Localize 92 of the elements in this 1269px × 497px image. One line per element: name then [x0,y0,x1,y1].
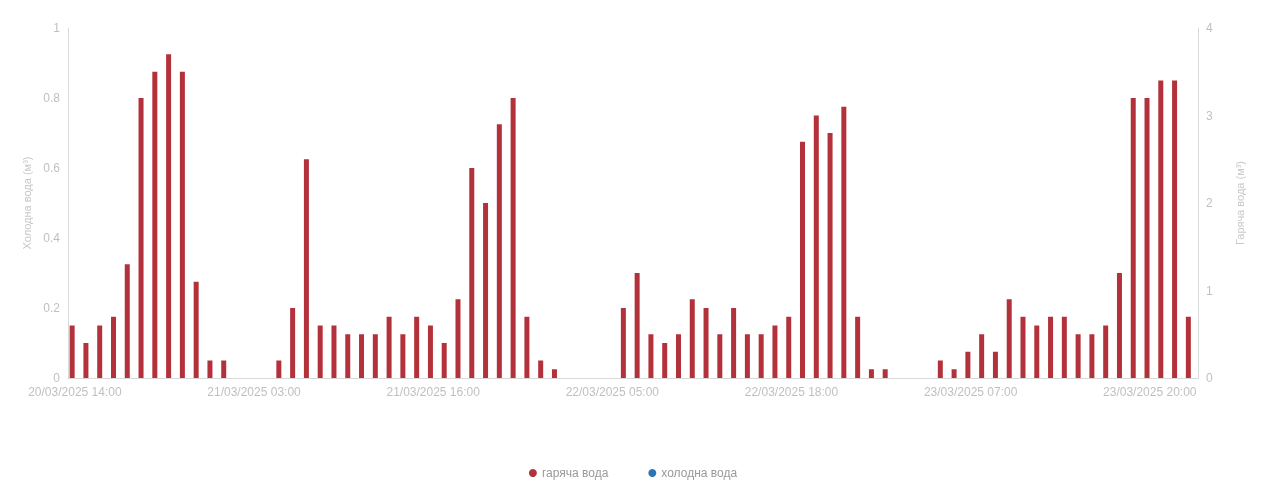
bar [1006,299,1012,378]
bar [290,308,296,378]
bar [166,54,172,378]
bar [855,316,861,378]
bar [951,369,957,378]
bar [510,98,516,378]
bar [744,334,750,378]
bar [1034,325,1040,378]
bar [786,316,792,378]
bar [689,299,695,378]
y2-tick-label: 3 [1206,108,1213,123]
bar [1116,273,1122,378]
bar [992,351,998,378]
bar [1089,334,1095,378]
bar [634,273,640,378]
bar [662,343,668,378]
bar [372,334,378,378]
bar [69,325,75,378]
bar [551,369,557,378]
bar [276,360,282,378]
bar [207,360,213,378]
bar [317,325,323,378]
legend-label: гаряча вода [541,466,609,480]
x-tick-label: 23/03/2025 07:00 [923,385,1018,399]
bar [221,360,227,378]
y2-tick-label: 2 [1206,196,1213,210]
bar [1144,98,1150,378]
y-tick-label: 0.2 [43,301,61,315]
bar [83,343,89,378]
x-tick-label: 22/03/2025 18:00 [744,385,839,399]
bar [703,308,709,378]
bar [152,71,158,378]
y2-tick-label: 1 [1206,283,1213,298]
bar [427,325,433,378]
bar [827,133,833,378]
bar [648,334,654,378]
y-tick-label: 0.8 [43,91,61,105]
bar [813,115,819,378]
bar [496,124,502,378]
bar [758,334,764,378]
bar [772,325,778,378]
bar [441,343,447,378]
bar [882,369,888,378]
x-tick-label: 21/03/2025 03:00 [207,385,302,399]
bar [455,299,461,378]
bar [469,168,475,378]
y2-tick-label: 0 [1206,371,1213,385]
bar [1185,316,1191,378]
bar [331,325,337,378]
bar [979,334,985,378]
bar [1061,316,1067,378]
bar [124,264,130,378]
y2-tick-label: 4 [1206,21,1213,35]
y-tick-label: 0.4 [43,231,61,245]
bar [386,316,392,378]
bar [1130,98,1136,378]
x-tick-label: 23/03/2025 20:00 [1103,385,1197,399]
bar [138,98,144,378]
x-tick-label: 22/03/2025 05:00 [565,385,660,399]
bar [524,316,530,378]
bar [841,106,847,378]
bar [1158,80,1164,378]
bar [345,334,351,378]
bar [965,351,971,378]
bar [179,71,185,378]
bar [483,203,489,378]
bar [937,360,943,378]
y-tick-label: 0.6 [43,161,61,175]
bar [1075,334,1081,378]
y-tick-label: 0 [53,371,61,385]
bar [1172,80,1178,378]
bar [731,308,737,378]
x-tick-label: 20/03/2025 14:00 [28,385,122,399]
bar [868,369,874,378]
bar [800,141,806,378]
bar [400,334,406,378]
bar [675,334,681,378]
bar [97,325,103,378]
legend-label: холодна вода [661,466,738,480]
bar [414,316,420,378]
bar [538,360,544,378]
y-tick-label: 1 [53,21,61,35]
bar [620,308,626,378]
x-tick-label: 21/03/2025 16:00 [386,385,481,399]
bar [110,316,116,378]
bar [717,334,723,378]
bar [359,334,365,378]
bar [1103,325,1109,378]
bar [193,281,199,378]
bar [1020,316,1026,378]
bar [1048,316,1054,378]
bar [303,159,309,378]
